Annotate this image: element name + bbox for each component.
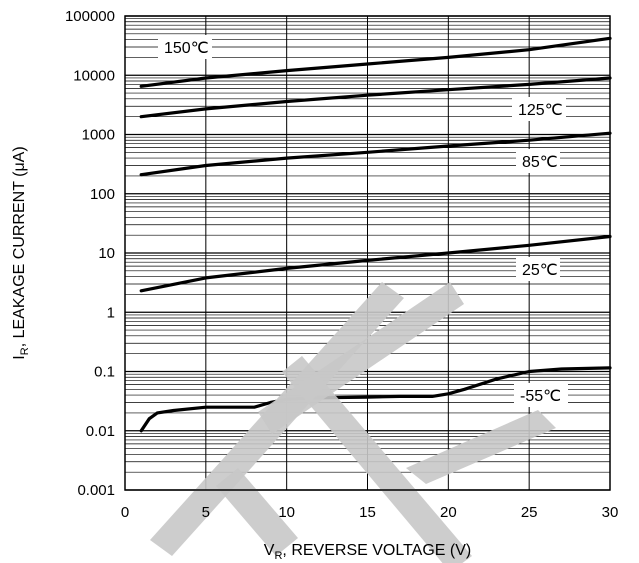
y-axis-title-main: I <box>11 355 28 359</box>
x-tick-label: 25 <box>521 504 538 521</box>
x-tick-label: 5 <box>202 504 210 521</box>
series-label-background <box>512 97 566 121</box>
watermark-stroke <box>406 410 556 484</box>
series-label-background <box>514 383 568 407</box>
x-tick-label: 20 <box>440 504 457 521</box>
y-tick-label: 0.01 <box>86 423 115 440</box>
series-label: 25℃ <box>522 262 558 279</box>
x-axis-title-rest: , REVERSE VOLTAGE (V) <box>282 542 471 559</box>
series-label-background <box>516 257 560 281</box>
y-tick-label: 100 <box>90 186 115 203</box>
y-tick-label: 0.1 <box>94 364 115 381</box>
series-line <box>139 234 612 293</box>
watermark-stroke <box>282 356 472 563</box>
series-line <box>139 76 612 119</box>
y-axis-title-rest: , LEAKAGE CURRENT (μA) <box>11 146 28 347</box>
y-tick-label: 1000 <box>82 127 115 144</box>
watermark <box>150 282 556 563</box>
grid <box>124 15 611 491</box>
series-label-background <box>158 35 212 59</box>
plot-frame <box>124 15 611 491</box>
x-tick-label: 10 <box>278 504 295 521</box>
x-axis-title-main: V <box>264 542 275 559</box>
series-labels: 150℃ 125℃ 85℃ 25℃ -55℃ <box>158 35 568 407</box>
watermark-stroke <box>258 282 464 434</box>
tick-labels: 0.001 0.01 0.1 1 10 100 1000 10000 100000 0 5 10 15 2… <box>65 8 618 521</box>
x-tick-label: 0 <box>121 504 129 521</box>
x-axis-title-subscript: R <box>274 550 282 562</box>
x-axis-title: VR, REVERSE VOLTAGE (V) <box>264 542 471 562</box>
series-line <box>139 131 612 177</box>
y-tick-label: 0.001 <box>77 482 115 499</box>
series-lines <box>139 36 612 433</box>
series-label: 150℃ <box>164 40 209 57</box>
y-tick-label: 10000 <box>73 67 115 84</box>
y-axis-title-subscript: R <box>19 347 31 355</box>
x-tick-label: 30 <box>602 504 619 521</box>
series-label: 125℃ <box>518 102 563 119</box>
y-tick-label: 1 <box>107 304 115 321</box>
series-label-background <box>516 149 560 173</box>
series-label: -55℃ <box>520 388 561 405</box>
series-line <box>139 36 612 88</box>
x-tick-label: 15 <box>359 504 376 521</box>
series-label: 85℃ <box>522 154 558 171</box>
y-axis-title: IR, LEAKAGE CURRENT (μA) <box>11 146 31 359</box>
y-tick-label: 10 <box>98 245 115 262</box>
y-tick-label: 100000 <box>65 8 115 25</box>
